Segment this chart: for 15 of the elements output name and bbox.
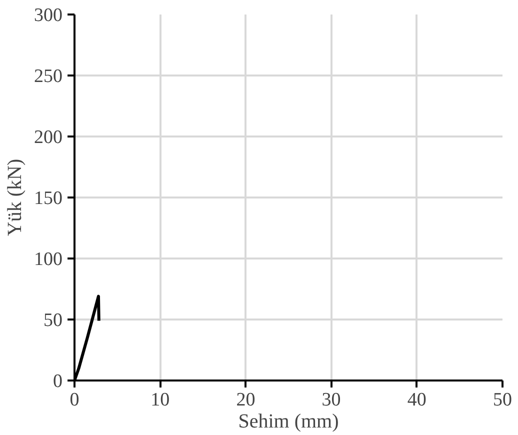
x-tick-label: 30 — [322, 390, 341, 410]
y-axis-title: Yük (kN) — [4, 158, 26, 236]
x-tick-label: 50 — [493, 390, 512, 410]
y-tick-label: 50 — [44, 310, 62, 331]
y-tick-label: 0 — [53, 371, 62, 392]
y-tick-label: 300 — [34, 5, 62, 26]
y-tick-label: 100 — [34, 249, 62, 270]
x-tick-label: 20 — [236, 390, 256, 410]
y-tick-label: 150 — [34, 188, 62, 209]
x-tick-label: 10 — [150, 390, 170, 410]
y-tick-label: 200 — [34, 127, 62, 148]
x-tick-label: 40 — [407, 390, 426, 410]
x-axis-title: Sehim (mm) — [238, 410, 339, 432]
y-tick-label: 250 — [34, 66, 62, 87]
x-tick-label: 0 — [70, 390, 80, 410]
